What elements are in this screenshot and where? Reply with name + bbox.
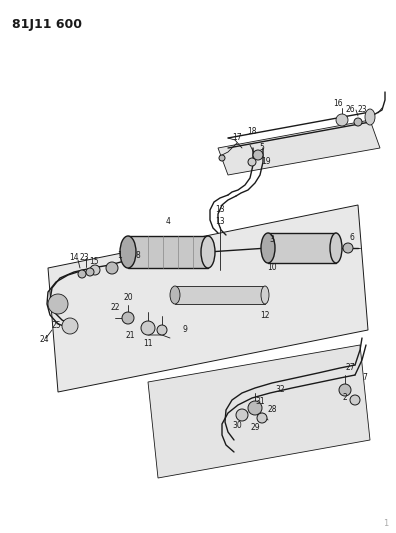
Circle shape [141, 321, 155, 335]
Circle shape [62, 318, 78, 334]
Text: 1: 1 [118, 251, 122, 260]
Text: 23: 23 [79, 254, 89, 262]
Text: 19: 19 [261, 157, 271, 166]
Text: 5: 5 [259, 143, 265, 152]
Ellipse shape [261, 233, 275, 263]
Text: 18: 18 [247, 127, 257, 136]
Polygon shape [175, 286, 265, 304]
Ellipse shape [330, 233, 342, 263]
Text: 4: 4 [166, 217, 170, 227]
Text: 21: 21 [125, 332, 135, 341]
Circle shape [78, 270, 86, 278]
Polygon shape [128, 236, 208, 268]
Text: 9: 9 [183, 326, 187, 335]
Text: 13: 13 [215, 206, 225, 214]
Polygon shape [148, 345, 370, 478]
Text: 13: 13 [215, 217, 225, 227]
Circle shape [106, 262, 118, 274]
Text: 7: 7 [363, 374, 367, 383]
Circle shape [236, 409, 248, 421]
Circle shape [253, 150, 263, 160]
Text: 26: 26 [345, 106, 355, 115]
Polygon shape [48, 205, 368, 392]
Text: 17: 17 [232, 133, 242, 142]
Ellipse shape [170, 286, 180, 304]
Text: 25: 25 [51, 321, 61, 330]
Text: 20: 20 [123, 294, 133, 303]
Text: 6: 6 [350, 233, 354, 243]
Ellipse shape [261, 286, 269, 304]
Text: 31: 31 [255, 398, 265, 407]
Circle shape [122, 312, 134, 324]
Text: 23: 23 [357, 106, 367, 115]
Text: 15: 15 [89, 257, 99, 266]
Circle shape [350, 395, 360, 405]
Text: 11: 11 [143, 340, 153, 349]
Text: 81J11 600: 81J11 600 [12, 18, 82, 31]
Text: 32: 32 [275, 385, 285, 394]
Text: 10: 10 [267, 263, 277, 272]
Polygon shape [218, 120, 380, 175]
Circle shape [257, 413, 267, 423]
Text: 12: 12 [260, 311, 270, 319]
Text: 14: 14 [69, 254, 79, 262]
Text: 2: 2 [343, 393, 347, 402]
Circle shape [354, 118, 362, 126]
Ellipse shape [336, 114, 348, 126]
Ellipse shape [120, 236, 136, 268]
Text: 30: 30 [232, 422, 242, 431]
Text: 8: 8 [135, 251, 140, 260]
Circle shape [157, 325, 167, 335]
Text: 1: 1 [383, 519, 388, 528]
Text: 28: 28 [267, 406, 277, 415]
Circle shape [48, 294, 68, 314]
Ellipse shape [365, 109, 375, 125]
Circle shape [248, 158, 256, 166]
Circle shape [248, 401, 262, 415]
Circle shape [90, 265, 100, 275]
Circle shape [339, 384, 351, 396]
Ellipse shape [201, 236, 215, 268]
Circle shape [343, 243, 353, 253]
Polygon shape [268, 233, 336, 263]
Text: 27: 27 [345, 364, 355, 373]
Text: 29: 29 [250, 424, 260, 432]
Circle shape [219, 155, 225, 161]
Text: 16: 16 [333, 100, 343, 109]
Circle shape [86, 268, 94, 276]
Text: 3: 3 [270, 236, 274, 245]
Text: 24: 24 [39, 335, 49, 344]
Text: 22: 22 [110, 303, 120, 312]
